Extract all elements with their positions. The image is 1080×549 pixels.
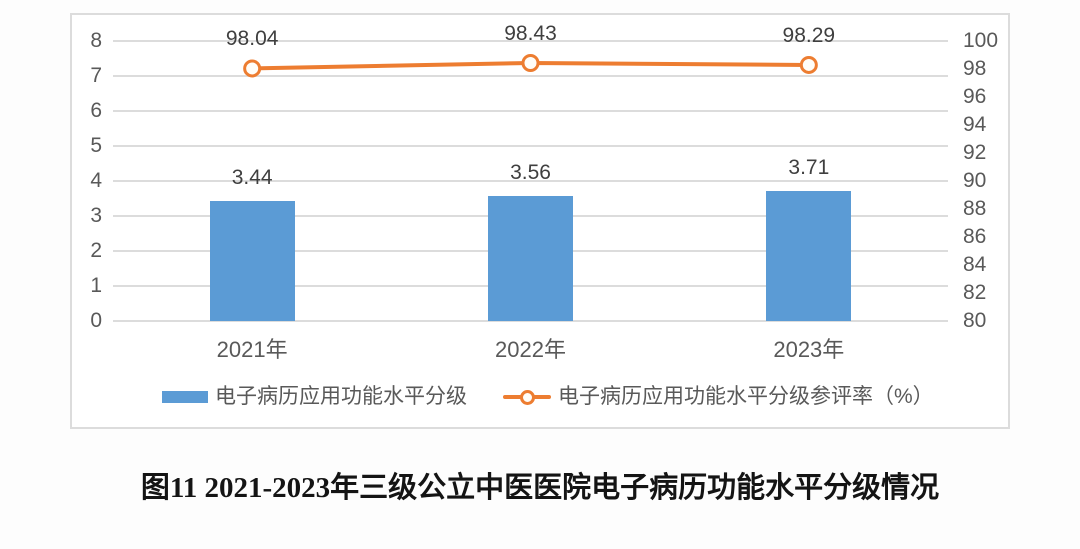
right-axis-tick-label: 86	[963, 225, 987, 248]
gridline	[113, 40, 948, 42]
right-axis-tick-label: 94	[963, 113, 987, 136]
bar-value-label: 3.71	[788, 156, 830, 180]
left-axis-tick-label: 5	[90, 134, 102, 157]
right-axis-tick-label: 98	[963, 57, 987, 80]
bar-value-label: 3.44	[231, 165, 273, 189]
left-axis-tick-label: 2	[90, 239, 102, 262]
left-axis-tick-label: 3	[90, 204, 102, 227]
x-axis-label: 2021年	[216, 337, 288, 362]
left-axis-tick-label: 4	[90, 169, 102, 192]
bar-legend-label: 电子病历应用功能水平分级	[215, 385, 467, 408]
x-axis-label: 2023年	[773, 337, 845, 362]
left-axis-tick-label: 8	[90, 29, 102, 52]
right-axis-tick-label: 90	[963, 169, 987, 192]
legend-item-line: 电子病历应用功能水平分级参评率（%）	[503, 385, 934, 409]
gridline	[113, 110, 948, 112]
bar	[766, 191, 852, 321]
right-axis-tick-label: 84	[963, 253, 987, 276]
left-axis-tick-label: 6	[90, 99, 102, 122]
right-axis-tick-label: 82	[963, 281, 987, 304]
right-axis-tick-label: 96	[963, 85, 987, 108]
gridline	[113, 320, 948, 322]
bar-legend-swatch-icon	[162, 391, 208, 403]
gridline	[113, 75, 948, 77]
right-axis-tick-label: 92	[963, 141, 987, 164]
line-legend-label: 电子病历应用功能水平分级参评率（%）	[558, 385, 934, 408]
line-legend-swatch-icon	[503, 388, 551, 406]
bar	[488, 196, 573, 321]
right-axis-tick-label: 88	[963, 197, 987, 220]
right-axis-tick-label: 100	[963, 29, 999, 52]
left-axis-tick-label: 1	[90, 274, 102, 297]
left-axis-tick-label: 0	[90, 309, 102, 332]
legend-item-bar: 电子病历应用功能水平分级	[162, 385, 467, 409]
bar-value-label: 3.56	[510, 161, 551, 185]
gridline	[113, 180, 948, 182]
figure-caption: 图11 2021-2023年三级公立中医医院电子病历功能水平分级情况	[140, 472, 940, 504]
line-value-label: 98.43	[504, 21, 557, 45]
right-axis-tick-label: 80	[963, 309, 987, 332]
bar	[209, 200, 295, 321]
line-value-label: 98.29	[782, 23, 836, 47]
x-axis-label: 2022年	[495, 337, 566, 362]
line-value-label: 98.04	[225, 27, 279, 51]
left-axis-tick-label: 7	[90, 64, 102, 87]
gridline	[113, 145, 948, 147]
